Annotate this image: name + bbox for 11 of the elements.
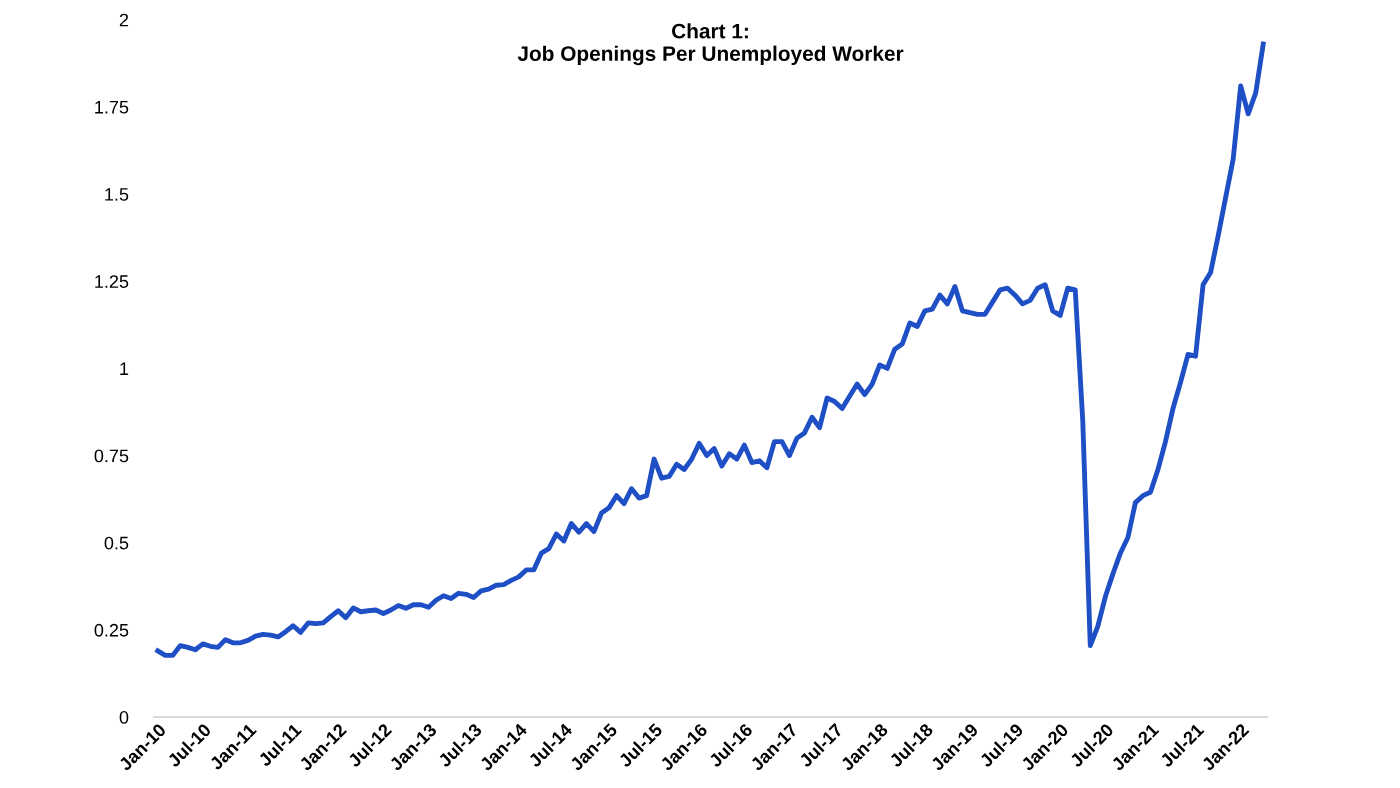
y-tick-label: 0.25 (94, 623, 129, 637)
y-tick-label: 1 (120, 362, 129, 375)
y-tick-label: 0.5 (104, 536, 129, 550)
y-tick-label: 0.75 (94, 449, 129, 463)
y-tick-label: 0 (119, 711, 129, 724)
y-tick-label: 2 (119, 13, 129, 27)
text: Chart 1: Job Openings Per Unemployed Worker (517, 23, 904, 66)
y-tick-label: 1.5 (105, 188, 129, 201)
y-tick-label: 1.75 (95, 100, 129, 114)
y-tick-label: 1.25 (95, 275, 129, 288)
line-series (155, 41, 1266, 658)
